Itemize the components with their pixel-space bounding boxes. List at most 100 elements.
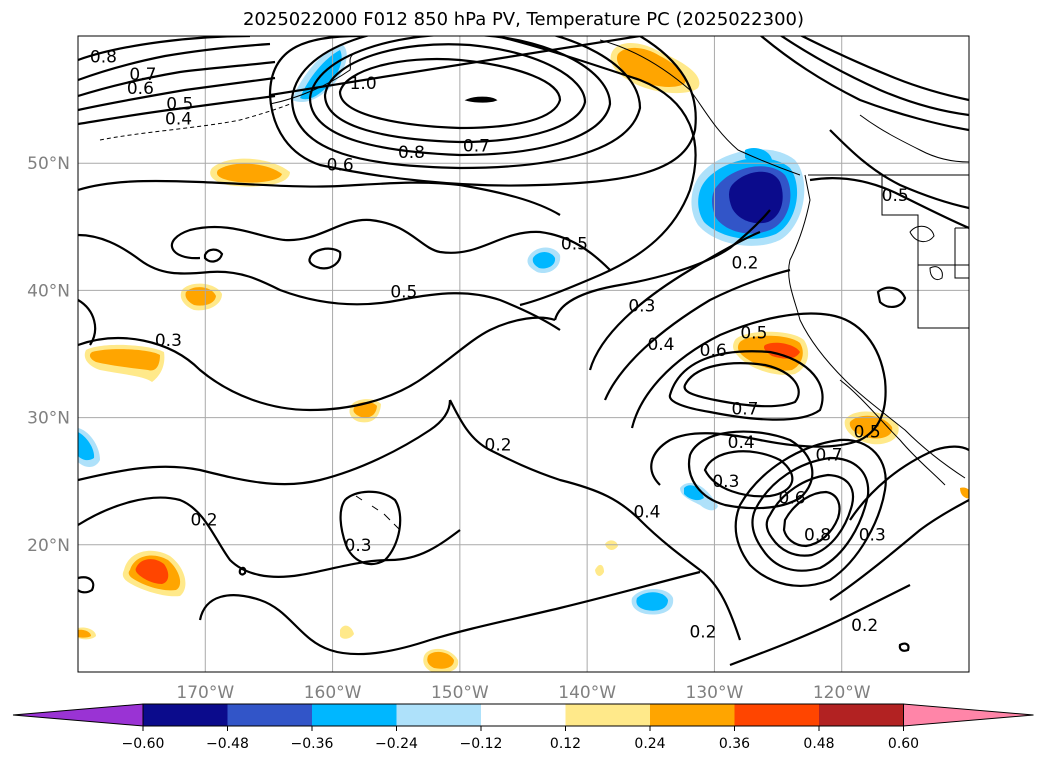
contour-line (729, 584, 911, 667)
contour-label: 0.6 (127, 79, 154, 99)
contour-label: 0.5 (854, 423, 881, 443)
contour-line (78, 60, 276, 98)
lon-tick-label: 120°W (813, 683, 871, 703)
contour-label: 0.7 (129, 65, 156, 85)
contour-label: 0.3 (712, 472, 739, 492)
aleutian-islands-line (99, 103, 291, 141)
contour-line (78, 576, 95, 594)
warm-anomaly-west (78, 283, 459, 672)
contour-label: 0.8 (804, 526, 831, 546)
contour-line (308, 247, 342, 270)
contour-label: 0.8 (90, 47, 117, 67)
lat-tick-label: 50°N (27, 154, 70, 174)
colorbar-tick-label: −0.24 (375, 736, 418, 752)
contour-label: 0.6 (779, 489, 806, 509)
contour-line (876, 286, 907, 308)
colorbar-tick-label: 0.12 (550, 736, 581, 752)
lon-tick-label: 130°W (686, 683, 744, 703)
colorbar-segment (143, 704, 228, 726)
colorbar-segment (396, 704, 481, 726)
contour-line (78, 36, 251, 62)
contour-line (449, 399, 742, 641)
state-border-3 (954, 227, 969, 279)
colorbar-extend-high (903, 703, 1034, 727)
contour-line (78, 233, 561, 331)
contour-line (78, 94, 276, 126)
plot-frame (77, 35, 970, 673)
baja-line (839, 379, 946, 486)
contour-line (703, 450, 794, 498)
contour-label: 0.3 (859, 526, 886, 546)
colorbar-extend-low (12, 703, 144, 727)
contour-line (290, 36, 642, 170)
lat-tick-label: 30°N (27, 409, 70, 429)
lat-tick-label: 40°N (27, 281, 70, 301)
contour-line (339, 490, 402, 566)
contour-line (78, 399, 452, 486)
pv-contours (78, 36, 969, 667)
lat-tick-label: 20°N (27, 536, 70, 556)
contour-label: 0.3 (155, 331, 182, 351)
contour-line (553, 209, 771, 321)
contour-line (603, 268, 791, 401)
contour-line (78, 299, 97, 346)
contour-line (799, 36, 969, 102)
colorbar-segment (227, 704, 312, 726)
contour-label: 0.7 (463, 136, 490, 156)
colorbar-segment (819, 704, 904, 726)
contour-label: 0.4 (633, 503, 660, 523)
contour-label: 0.2 (851, 616, 878, 636)
lake-1 (909, 225, 935, 242)
warm-anomaly-hawaii-south (122, 550, 186, 597)
contour-label: 0.5 (561, 234, 588, 254)
contour-line (751, 456, 870, 572)
contour-label: 0.3 (628, 297, 655, 317)
contour-label: 0.2 (689, 622, 716, 642)
warm-anomaly-north (210, 158, 290, 187)
contour-line (809, 177, 969, 230)
colorbar-tick-label: 0.48 (803, 736, 834, 752)
warm-anomaly-baja (844, 411, 969, 499)
contour-line (464, 96, 498, 103)
contour-label: 0.2 (731, 253, 758, 273)
contour-label: 0.5 (740, 323, 767, 343)
contour-line (338, 58, 562, 130)
contour-label: 0.3 (345, 536, 372, 556)
contour-label: 0.7 (815, 445, 842, 465)
graticule (78, 36, 969, 672)
contour-labels: 0.80.70.60.50.41.00.60.8 0.70.50.20.50.30… (90, 47, 909, 642)
contour-line (765, 473, 855, 557)
contour-line (849, 445, 969, 521)
contour-line (759, 36, 969, 132)
contour-line (779, 36, 969, 117)
cold-anomaly-small (78, 247, 718, 615)
contour-label: 0.4 (647, 335, 674, 355)
warm-anomaly-small (595, 540, 618, 576)
contour-label: 0.5 (390, 283, 417, 303)
colorbar-segment (481, 704, 566, 726)
lake-2 (929, 266, 943, 281)
contour-line (829, 129, 969, 210)
contour-line (630, 312, 831, 429)
warm-anomaly-bc-coast (610, 43, 700, 94)
lon-tick-label: 150°W (431, 683, 489, 703)
colorbar: −0.60 −0.48 −0.36 −0.24 −0.12 0.12 0.24 0.36 0.4… (12, 703, 1034, 752)
contour-line (668, 350, 824, 421)
contour-label: 0.8 (398, 143, 425, 163)
contour-label: 0.6 (700, 341, 727, 361)
contour-line (308, 36, 612, 157)
contour-line (650, 313, 887, 486)
colorbar-tick-label: −0.36 (291, 736, 334, 752)
colorbar-segment (312, 704, 397, 726)
colorbar-tick-label: −0.12 (460, 736, 503, 752)
rockies-line (859, 114, 969, 163)
contour-line (170, 218, 611, 271)
colorbar-tick-label: −0.48 (206, 736, 249, 752)
colorbar-tick-label: 0.60 (888, 736, 919, 752)
contour-label: 0.2 (485, 435, 512, 455)
contour-label: 0.4 (728, 433, 755, 453)
contour-line (734, 438, 887, 587)
state-border-1 (881, 175, 969, 266)
contour-label: 0.6 (327, 155, 354, 175)
